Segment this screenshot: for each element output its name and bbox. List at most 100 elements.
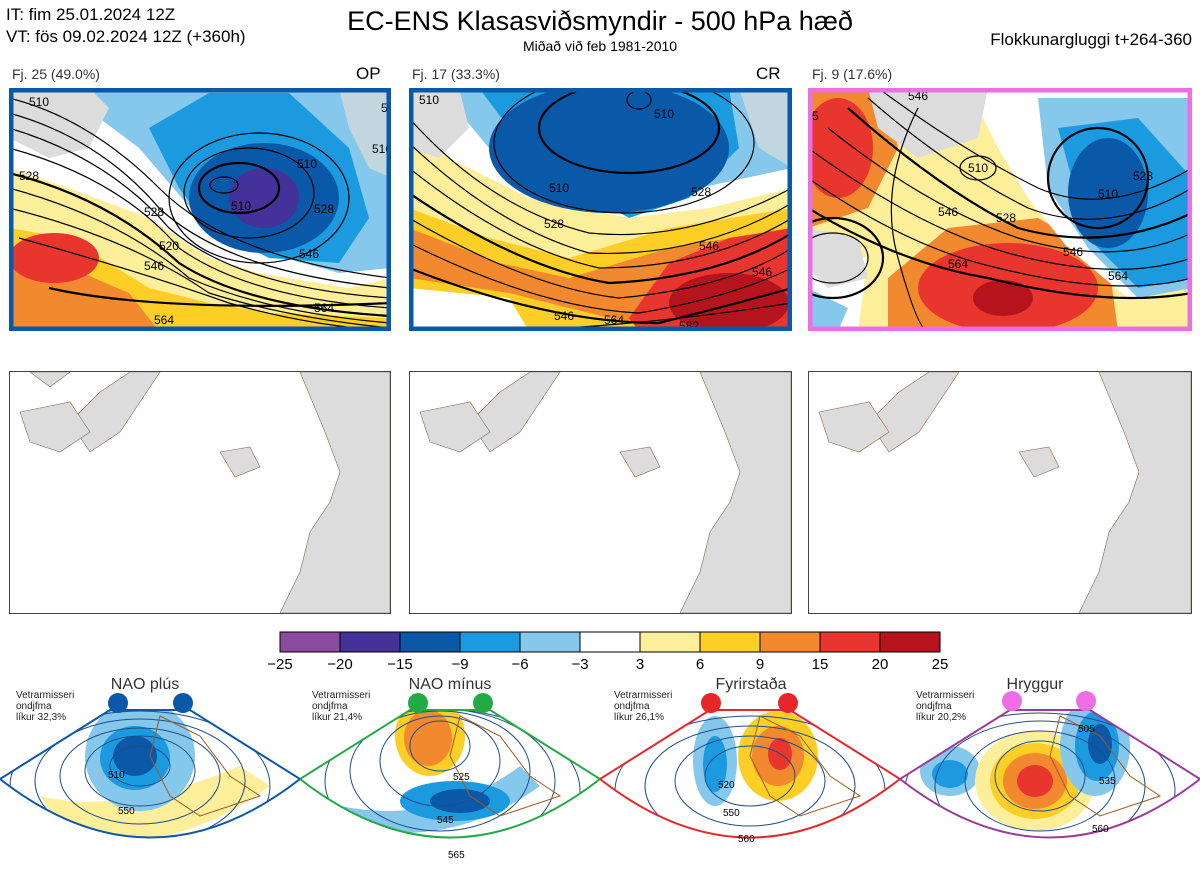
panel-3-label: Fj. 9 (17.6%) bbox=[812, 66, 893, 82]
colorbar-tick-label: 9 bbox=[756, 656, 764, 673]
p1-contour-label: 510 bbox=[29, 95, 49, 109]
p1-contour-label: 528 bbox=[144, 205, 164, 219]
colorbar-swatch bbox=[519, 631, 581, 653]
note-line: líkur 32,3% bbox=[16, 712, 67, 723]
p2-contour-label: 510 bbox=[549, 181, 569, 195]
colorbar-swatch bbox=[819, 631, 881, 653]
regime-contour-label: 525 bbox=[453, 772, 470, 783]
regime-title: Fyrirstaða bbox=[715, 676, 787, 693]
regime-contour-label: 565 bbox=[448, 850, 465, 861]
p3-contour-label: 546 bbox=[938, 205, 958, 219]
p1-contour-label: 510 bbox=[372, 142, 391, 156]
regime-probability-note: Vetrarmisseri ondjfma líkur 26,1% bbox=[614, 690, 672, 723]
note-line: Vetrarmisseri bbox=[16, 690, 75, 701]
p2-contour-label: 528 bbox=[544, 217, 564, 231]
p3-contour-label: 510 bbox=[1098, 187, 1118, 201]
p3-contour-label: 564 bbox=[1108, 269, 1128, 283]
valid-time: VT: fös 09.02.2024 12Z (+360h) bbox=[6, 27, 246, 46]
regime-nao-plus: NAO plús Vetrarmisseri ondjfma líkur 32,… bbox=[0, 676, 300, 871]
regime-probability-note: Vetrarmisseri ondjfma líkur 20,2% bbox=[916, 690, 974, 723]
p1-contour-label: 546 bbox=[144, 259, 164, 273]
p1-contour-label: 528 bbox=[19, 169, 39, 183]
note-line: líkur 21,4% bbox=[312, 712, 363, 723]
colorbar-swatch bbox=[759, 631, 821, 653]
regime-blocking: Fyrirstaða Vetrarmisseri ondjfma líkur 2… bbox=[600, 676, 900, 871]
header-left: IT: fim 25.01.2024 12Z VT: fös 09.02.202… bbox=[6, 4, 246, 48]
p2-contour-label: 564 bbox=[604, 313, 624, 327]
p2-contour-label: 546 bbox=[752, 265, 772, 279]
colorbar-swatch bbox=[579, 631, 641, 653]
regime-probability-note: Vetrarmisseri ondjfma líkur 32,3% bbox=[16, 690, 74, 723]
p2-contour-label: 546 bbox=[699, 239, 719, 253]
regime-contour-label: 520 bbox=[718, 780, 735, 791]
regime-probability-note: Vetrarmisseri ondjfma líkur 21,4% bbox=[312, 690, 370, 723]
regime-ridge: Hryggur Vetrarmisseri ondjfma líkur 20,2… bbox=[900, 676, 1200, 871]
p3-contour-label: 546 bbox=[1063, 245, 1083, 259]
regime-contour-label: 535 bbox=[1099, 776, 1116, 787]
regime-contour-label: 510 bbox=[108, 770, 125, 781]
note-line: líkur 26,1% bbox=[614, 712, 665, 723]
empty-map-2 bbox=[409, 371, 792, 614]
p3-contour-label: 528 bbox=[996, 211, 1016, 225]
p2-contour-label: 546 bbox=[554, 309, 574, 323]
regime-nao-minus: NAO mínus Vetrarmisseri ondjfma líkur 21… bbox=[300, 676, 600, 871]
colorbar-tick-label: 6 bbox=[696, 656, 704, 673]
p3-contour-label: 564 bbox=[948, 257, 968, 271]
note-line: Vetrarmisseri bbox=[614, 690, 673, 701]
note-line: ondjfma bbox=[16, 701, 52, 712]
colorbar-swatch bbox=[639, 631, 701, 653]
colorbar: −25 −20 −15 −9 −6 −3 3 6 9 15 20 25 bbox=[267, 631, 949, 673]
regime-title: NAO mínus bbox=[408, 676, 492, 693]
p2-contour-label: 510 bbox=[654, 107, 674, 121]
note-line: Vetrarmisseri bbox=[916, 690, 975, 701]
regime-contour-label: 505 bbox=[1078, 724, 1095, 735]
p2-contour-label: 510 bbox=[419, 93, 439, 107]
p1-contour-label: 520 bbox=[159, 239, 179, 253]
colorbar-tick-label: −15 bbox=[387, 656, 412, 673]
p3-contour-label: 510 bbox=[968, 161, 988, 175]
colorbar-swatch bbox=[879, 631, 941, 653]
note-line: ondjfma bbox=[312, 701, 348, 712]
p1-contour-label: 564 bbox=[314, 301, 334, 315]
p1-contour-label: 546 bbox=[299, 247, 319, 261]
colorbar-swatch bbox=[279, 631, 341, 653]
p1-contour-label: 510 bbox=[231, 199, 251, 213]
note-line: ondjfma bbox=[916, 701, 952, 712]
colorbar-tick-label: −9 bbox=[451, 656, 468, 673]
p1-contour-label: 528 bbox=[314, 202, 334, 216]
panel-2-label: Fj. 17 (33.3%) bbox=[412, 66, 500, 82]
empty-map-1 bbox=[9, 371, 391, 614]
p1-contour-label: 5 bbox=[381, 101, 388, 115]
colorbar-tick-label: 15 bbox=[812, 656, 829, 673]
colorbar-tick-label: 25 bbox=[932, 656, 949, 673]
colorbar-swatch bbox=[399, 631, 461, 653]
colorbar-tick-label: 3 bbox=[636, 656, 644, 673]
colorbar-tick-label: −3 bbox=[571, 656, 588, 673]
colorbar-swatch bbox=[339, 631, 401, 653]
regime-contour-label: 550 bbox=[723, 808, 740, 819]
page-title: EC-ENS Klasasviðsmyndir - 500 hPa hæð bbox=[347, 6, 853, 36]
p1-contour-label: 510 bbox=[297, 157, 317, 171]
empty-map-3 bbox=[808, 371, 1192, 614]
regime-contour-label: 560 bbox=[738, 834, 755, 845]
page-subtitle: Miðað við feb 1981-2010 bbox=[522, 38, 678, 54]
panel-2-tag: CR bbox=[756, 64, 781, 83]
initial-time: IT: fim 25.01.2024 12Z bbox=[6, 5, 176, 24]
regime-title: NAO plús bbox=[110, 676, 180, 693]
p3-contour-label: 528 bbox=[1133, 169, 1153, 183]
colorbar-tick-label: −25 bbox=[267, 656, 292, 673]
panel-1-label: Fj. 25 (49.0%) bbox=[12, 66, 100, 82]
note-line: ondjfma bbox=[614, 701, 650, 712]
regime-contour-label: 560 bbox=[1092, 824, 1109, 835]
cluster-map-1: 510 510 510 528 528 520 546 546 564 564 … bbox=[9, 88, 391, 331]
panel-1-tag: OP bbox=[356, 64, 381, 83]
classification-window: Flokkunargluggi t+264-360 bbox=[990, 30, 1192, 49]
cluster-map-3: 510 510 528 546 546 564 564 546 528 5 bbox=[808, 88, 1192, 331]
p3-contour-label: 5 bbox=[812, 109, 819, 123]
regime-contour-label: 545 bbox=[437, 815, 454, 826]
cluster-map-2: 510 510 528 528 546 546 564 564 546 582 … bbox=[409, 88, 792, 331]
note-line: Vetrarmisseri bbox=[312, 690, 371, 701]
p1-contour-label: 564 bbox=[154, 313, 174, 327]
colorbar-tick-label: −6 bbox=[511, 656, 528, 673]
colorbar-swatch bbox=[699, 631, 761, 653]
